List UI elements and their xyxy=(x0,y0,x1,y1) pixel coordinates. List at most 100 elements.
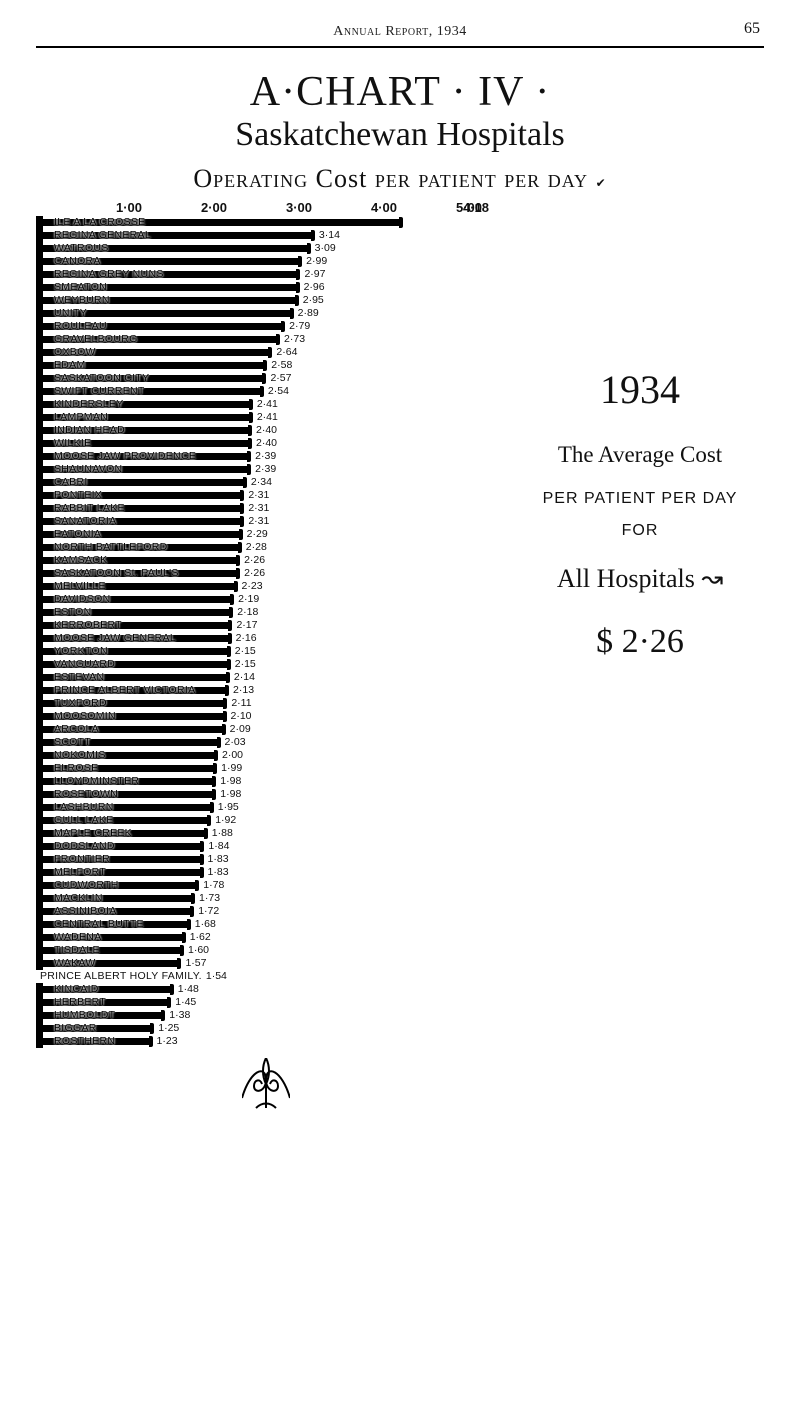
axis-extra: 4·18 xyxy=(463,200,489,215)
x-axis: 1·002·003·004·005·004·18 xyxy=(36,200,496,216)
title-operating: Operating xyxy=(193,164,315,193)
row-name: KERROBERT xyxy=(54,619,122,632)
row-name: MAPLE CREEK xyxy=(54,827,132,840)
row-name: ROSETOWN xyxy=(54,788,118,801)
row-value: 3·09 xyxy=(315,242,336,255)
bar-row: GULL LAKE1·92 xyxy=(36,814,496,827)
row-value: 1·62 xyxy=(190,931,211,944)
bar-row: ROSETOWN1·98 xyxy=(36,788,496,801)
bar-row: YORKTON2·15 xyxy=(36,645,496,658)
bar-row: PONTEIX2·31 xyxy=(36,489,496,502)
row-name: EATONIA xyxy=(54,528,101,541)
side-summary: 1934 The Average Cost PER PATIENT PER DA… xyxy=(516,200,764,1115)
row-name: BIGGAR xyxy=(54,1022,97,1035)
row-name: ESTEVAN xyxy=(54,671,104,684)
bar-row: MELVILLE 2·23 xyxy=(36,580,496,593)
row-value: 2·95 xyxy=(303,294,324,307)
row-name: VANGUARD xyxy=(54,658,115,671)
bar-row: SHAUNAVON2·39 xyxy=(36,463,496,476)
row-name: KINDERSLEY xyxy=(54,398,124,411)
title-rest: per patient per day xyxy=(367,164,588,193)
row-name: UNITY xyxy=(54,307,87,320)
row-name: LAMPMAN xyxy=(54,411,108,424)
bar-row: LLOYDMINSTER1·98 xyxy=(36,775,496,788)
row-name: TISDALE xyxy=(54,944,100,957)
row-name: MELFORT xyxy=(54,866,106,879)
bar-row: WAKAW1·57 xyxy=(36,957,496,970)
row-name: ROULEAU xyxy=(54,320,107,333)
summary-average: The Average Cost xyxy=(516,438,764,473)
row-name: MELVILLE xyxy=(54,580,106,593)
row-value: 2·00 xyxy=(222,749,243,762)
bar-row: ASSINIBOIA1·72 xyxy=(36,905,496,918)
row-name: FRONTIER xyxy=(54,853,110,866)
row-name: SWIFT CURRENT xyxy=(54,385,145,398)
row-name: ASSINIBOIA xyxy=(54,905,117,918)
summary-amount: $ 2·26 xyxy=(516,616,764,667)
row-name: LLOYDMINSTER xyxy=(54,775,139,788)
row-value: 2·09 xyxy=(230,723,251,736)
row-value: 1·54 xyxy=(206,970,227,983)
page-number: 65 xyxy=(744,20,760,38)
row-name: ROSTHERN xyxy=(54,1035,115,1048)
bar-row: MAPLE CREEK 1·88 xyxy=(36,827,496,840)
fleur-de-lis-icon xyxy=(36,1058,496,1115)
row-value: 1·60 xyxy=(188,944,209,957)
row-value: 2·31 xyxy=(248,515,269,528)
bar-row: DODSLAND1·84 xyxy=(36,840,496,853)
summary-all-hospitals: All Hospitals ↝ xyxy=(516,559,764,598)
row-value: 1·88 xyxy=(212,827,233,840)
bar-row: CENTRAL BUTTE 1·68 xyxy=(36,918,496,931)
tick-mark-icon: ✔ xyxy=(596,176,607,190)
bar-row: LAMPMAN2·41 xyxy=(36,411,496,424)
row-name: HERBERT xyxy=(54,996,106,1009)
bar-row: MOOSOMIN2·10 xyxy=(36,710,496,723)
row-value: 1·25 xyxy=(158,1022,179,1035)
row-name: REGINA GREY NUNS xyxy=(54,268,164,281)
row-value: 2·64 xyxy=(276,346,297,359)
row-name: WEYBURN xyxy=(54,294,110,307)
bar-row: ESTEVAN2·14 xyxy=(36,671,496,684)
row-value: 2·40 xyxy=(256,437,277,450)
axis-tick: 1·00 xyxy=(116,200,142,215)
bar-row: MACKLIN1·73 xyxy=(36,892,496,905)
row-value: 1·73 xyxy=(199,892,220,905)
bar-row: RABBIT LAKE2·31 xyxy=(36,502,496,515)
bar-list: ILE A LA CROSSEREGINA GENERAL3·14WATROUS… xyxy=(36,216,496,1048)
row-value: 1·68 xyxy=(195,918,216,931)
bar-row: MOOSE JAW PROVIDENCE2·39 xyxy=(36,450,496,463)
row-value: 2·26 xyxy=(244,567,265,580)
row-name: CENTRAL BUTTE xyxy=(54,918,144,931)
row-name: PONTEIX xyxy=(54,489,102,502)
row-value: 2·96 xyxy=(304,281,325,294)
bar-row: SANATORIA2·31 xyxy=(36,515,496,528)
title-line-3: Operating Cost per patient per day ✔ xyxy=(36,164,764,194)
row-name: WATROUS xyxy=(54,242,109,255)
row-value: 2·18 xyxy=(237,606,258,619)
row-name: EDAM xyxy=(54,359,86,372)
row-name: CUDWORTH xyxy=(54,879,119,892)
axis-tick: 4·00 xyxy=(371,200,397,215)
bar-row: CUDWORTH1·78 xyxy=(36,879,496,892)
row-value: 1·38 xyxy=(169,1009,190,1022)
row-name: KINCAID xyxy=(54,983,99,996)
row-value: 2·34 xyxy=(251,476,272,489)
row-value: 2·58 xyxy=(271,359,292,372)
bar-row: ARCOLA2·09 xyxy=(36,723,496,736)
row-value: 2·79 xyxy=(289,320,310,333)
row-name: INDIAN HEAD xyxy=(54,424,125,437)
title-line-2: Saskatchewan Hospitals xyxy=(36,116,764,154)
bar-row: WATROUS 3·09 xyxy=(36,242,496,255)
bar-row: VANGUARD2·15 xyxy=(36,658,496,671)
row-name: SASKATOON CITY xyxy=(54,372,149,385)
bar-row: OXBOW2·64 xyxy=(36,346,496,359)
running-head: Annual Report, 1934 xyxy=(36,24,764,40)
row-name: YORKTON xyxy=(54,645,108,658)
row-name: GULL LAKE xyxy=(54,814,114,827)
row-name: KAMSACK xyxy=(54,554,107,567)
row-value: 2·23 xyxy=(242,580,263,593)
bar-row: KINDERSLEY2·41 xyxy=(36,398,496,411)
row-name: HUMBOLDT xyxy=(54,1009,115,1022)
bar-row: EDAM 2·58 xyxy=(36,359,496,372)
bar-row: PRINCE ALBERT VICTORIA2·13 xyxy=(36,684,496,697)
